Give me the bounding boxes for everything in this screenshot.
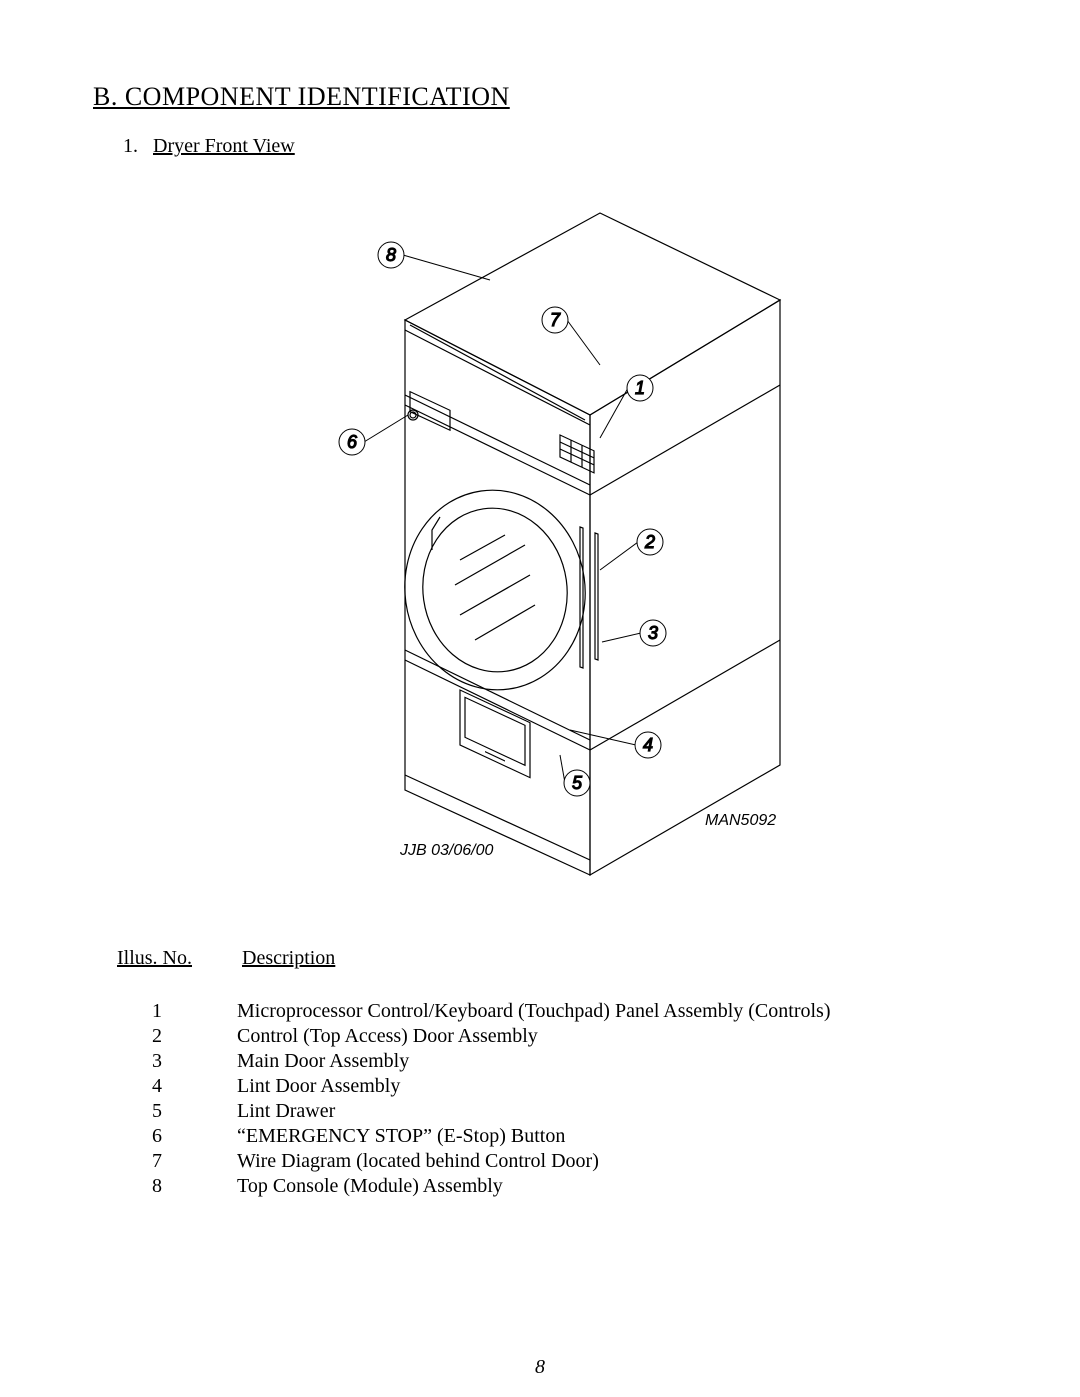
row-illus-no: 3 bbox=[117, 1049, 237, 1074]
table-row: 4Lint Door Assembly bbox=[117, 1074, 831, 1099]
diagram-footer-left: JJB 03/06/00 bbox=[399, 842, 494, 859]
row-illus-no: 7 bbox=[117, 1149, 237, 1174]
diagram-footer-right: MAN5092 bbox=[705, 812, 776, 829]
callout-number: 7 bbox=[550, 310, 561, 330]
dryer-front-diagram: 8 7 1 6 2 3 4 5 JJB 03/06/00 MAN5092 bbox=[190, 190, 890, 890]
table-header: Illus. No. Description bbox=[117, 946, 831, 971]
row-description: Lint Drawer bbox=[237, 1099, 335, 1124]
callout-number: 8 bbox=[386, 245, 396, 265]
row-description: Microprocessor Control/Keyboard (Touchpa… bbox=[237, 999, 831, 1024]
table-row: 3Main Door Assembly bbox=[117, 1049, 831, 1074]
row-illus-no: 4 bbox=[117, 1074, 237, 1099]
callout-number: 2 bbox=[644, 532, 655, 552]
header-illus-no: Illus. No. bbox=[117, 946, 237, 971]
row-illus-no: 8 bbox=[117, 1174, 237, 1199]
callout-number: 4 bbox=[643, 735, 653, 755]
row-description: Lint Door Assembly bbox=[237, 1074, 400, 1099]
sub-title-text: Dryer Front View bbox=[153, 135, 295, 157]
table-row: 1Microprocessor Control/Keyboard (Touchp… bbox=[117, 999, 831, 1024]
sub-section-title: 1. Dryer Front View bbox=[123, 135, 295, 158]
table-row: 6“EMERGENCY STOP” (E-Stop) Button bbox=[117, 1124, 831, 1149]
header-description: Description bbox=[242, 946, 335, 971]
section-title: B. COMPONENT IDENTIFICATION bbox=[93, 82, 510, 112]
row-description: Control (Top Access) Door Assembly bbox=[237, 1024, 538, 1049]
row-illus-no: 5 bbox=[117, 1099, 237, 1124]
row-description: Main Door Assembly bbox=[237, 1049, 409, 1074]
row-description: “EMERGENCY STOP” (E-Stop) Button bbox=[237, 1124, 565, 1149]
callout-number: 3 bbox=[648, 623, 658, 643]
sub-number: 1. bbox=[123, 135, 138, 157]
table-row: 5Lint Drawer bbox=[117, 1099, 831, 1124]
row-description: Top Console (Module) Assembly bbox=[237, 1174, 503, 1199]
page-number: 8 bbox=[0, 1356, 1080, 1379]
callout-number: 6 bbox=[347, 432, 358, 452]
parts-table: Illus. No. Description 1Microprocessor C… bbox=[117, 946, 831, 1199]
callout-number: 1 bbox=[635, 378, 645, 398]
row-illus-no: 1 bbox=[117, 999, 237, 1024]
table-row: 7Wire Diagram (located behind Control Do… bbox=[117, 1149, 831, 1174]
callout-number: 5 bbox=[572, 773, 583, 793]
table-row: 8Top Console (Module) Assembly bbox=[117, 1174, 831, 1199]
row-illus-no: 6 bbox=[117, 1124, 237, 1149]
row-description: Wire Diagram (located behind Control Doo… bbox=[237, 1149, 599, 1174]
document-page: B. COMPONENT IDENTIFICATION 1. Dryer Fro… bbox=[0, 0, 1080, 1397]
table-row: 2Control (Top Access) Door Assembly bbox=[117, 1024, 831, 1049]
row-illus-no: 2 bbox=[117, 1024, 237, 1049]
